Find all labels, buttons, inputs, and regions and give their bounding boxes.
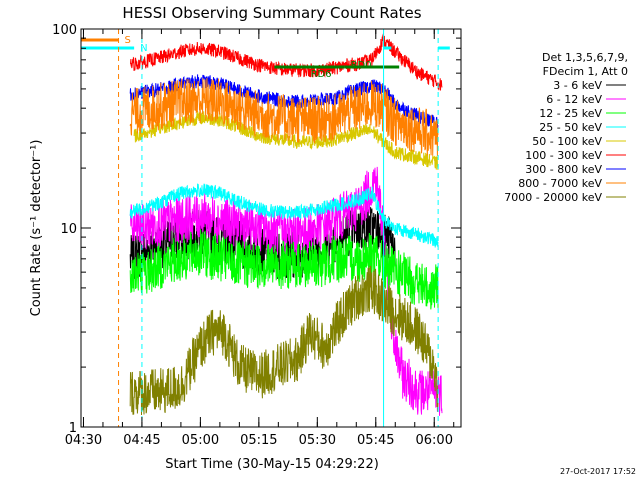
x-axis-label: Start Time (30-May-15 04:29:22): [165, 457, 379, 472]
x-tick-label: 05:00: [182, 433, 219, 448]
x-tick-label: 05:30: [299, 433, 336, 448]
y-tick-label: 100: [52, 23, 77, 38]
x-tick-label: 04:45: [123, 433, 160, 448]
chart-title: HESSI Observing Summary Count Rates: [122, 4, 421, 22]
x-tick-label: 05:15: [240, 433, 277, 448]
legend-label-800-7000-kev: 800 - 7000 keV: [518, 177, 602, 190]
legend-label-7000-20000-kev: 7000 - 20000 keV: [504, 191, 602, 204]
y-axis-label: Count Rate (s⁻¹ detector⁻¹): [29, 140, 44, 317]
legend-label-50-100-kev: 50 - 100 keV: [532, 135, 602, 148]
x-tick-label: 06:00: [416, 433, 453, 448]
flag-bars-layer: SN RD0 RD6: [81, 35, 450, 80]
axes-layer: 1 10 100 04:30 04:45 05:00 05:15 05:30 05:45 06:0…: [52, 23, 461, 448]
flag-label-rd6: RD6: [311, 69, 332, 80]
legend-label-6-12-kev: 6 - 12 keV: [546, 93, 602, 106]
legend-label-100-300-kev: 100 - 300 keV: [525, 149, 602, 162]
legend: Det 1,3,5,6,7,9,FDecim 1, Att 03 - 6 keV…: [504, 51, 628, 204]
legend-label-25-50-kev: 25 - 50 keV: [539, 121, 602, 134]
x-tick-label: 04:30: [65, 433, 102, 448]
legend-label-300-800-kev: 300 - 800 keV: [525, 163, 602, 176]
legend-label-3-6-kev: 3 - 6 keV: [553, 79, 602, 92]
vertical-markers-layer: [118, 29, 439, 427]
series-6-12-kev: [129, 166, 443, 416]
legend-header: Det 1,3,5,6,7,9,: [542, 51, 628, 64]
x-tick-label: 05:45: [357, 433, 394, 448]
flag-label-s: S: [125, 35, 131, 46]
series-800-7000-kev: [129, 78, 439, 157]
series-12-25-kev: [129, 229, 439, 310]
timestamp: 27-Oct-2017 17:52: [560, 467, 636, 476]
series-25-50-kev: [129, 183, 439, 248]
legend-label-12-25-kev: 12 - 25 keV: [539, 107, 602, 120]
series-50-100-kev: [133, 110, 439, 171]
y-tick-label: 10: [60, 222, 77, 237]
flag-label-n: N: [140, 43, 147, 54]
flag-label-rd0: RD0: [351, 60, 372, 71]
legend-header: FDecim 1, Att 0: [543, 65, 628, 78]
y-tick-label: 1: [69, 421, 77, 436]
series-7000-20000-kev: [129, 265, 439, 416]
series-layer: [129, 32, 443, 416]
